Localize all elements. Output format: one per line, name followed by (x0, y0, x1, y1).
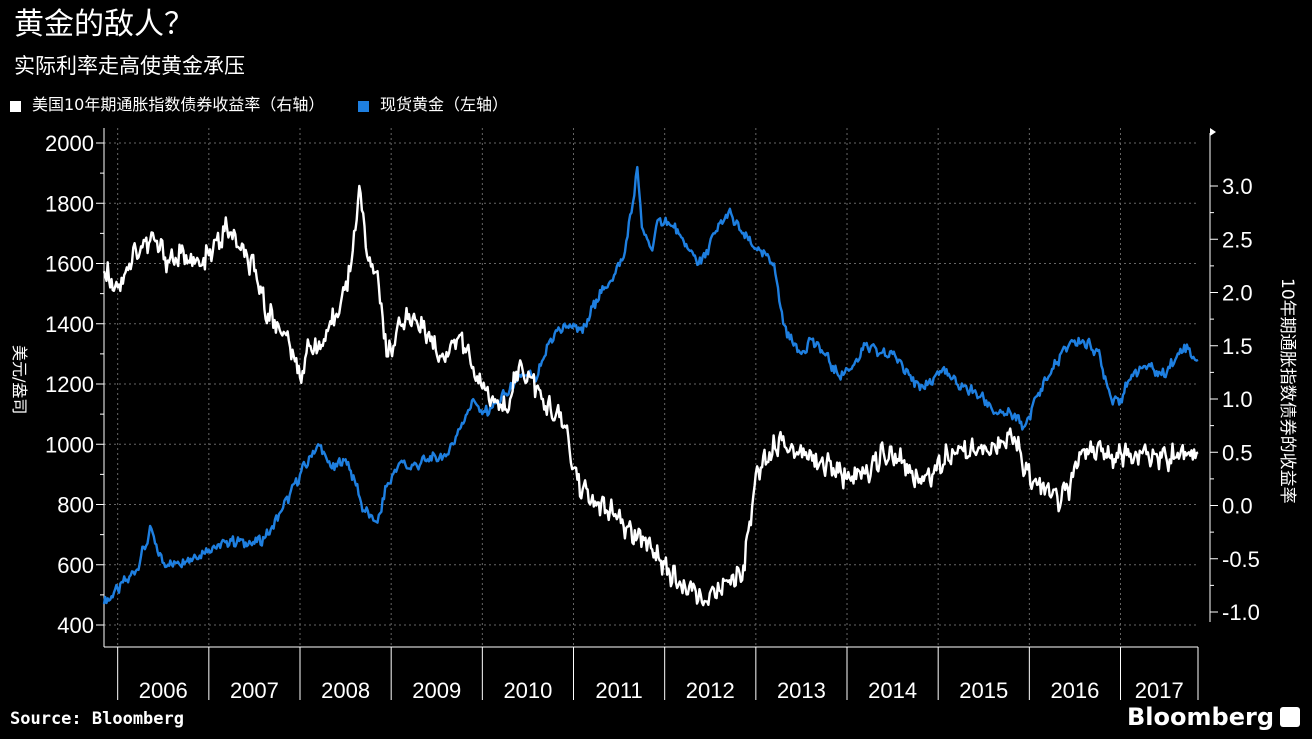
legend-label-tips-yield: 美国10年期通胀指数债券收益率（右轴） (32, 95, 325, 114)
tick-label-x-2010: 2010 (503, 678, 552, 703)
tick-label-left-2000: 2000 (45, 131, 94, 156)
tick-label-x-2008: 2008 (321, 678, 370, 703)
tick-label-x-2007: 2007 (230, 678, 279, 703)
tick-label-left-800: 800 (57, 493, 94, 518)
tick-label-left-1200: 1200 (45, 372, 94, 397)
tick-label-left-1000: 1000 (45, 432, 94, 457)
tick-label-left-1800: 1800 (45, 191, 94, 216)
tick-label-right--1.0: -1.0 (1222, 600, 1260, 625)
legend-swatch-blue (358, 101, 369, 112)
legend-label-gold: 现货黄金（左轴） (380, 95, 509, 114)
chart-title: 黄金的敌人？ (14, 7, 194, 42)
tick-label-x-2011: 2011 (595, 678, 642, 703)
tick-label-right--0.5: -0.5 (1222, 547, 1260, 572)
tick-label-x-2012: 2012 (686, 678, 735, 703)
tick-label-x-2017: 2017 (1135, 678, 1184, 703)
tick-label-x-2009: 2009 (412, 678, 461, 703)
tick-label-right-2.0: 2.0 (1222, 281, 1253, 306)
series-line-tips-yield (102, 184, 1199, 607)
tick-label-right-2.5: 2.5 (1222, 227, 1253, 252)
legend-swatch-white (10, 101, 21, 112)
tick-label-x-2014: 2014 (868, 678, 917, 703)
tick-label-x-2013: 2013 (777, 678, 826, 703)
series-line-gold (102, 165, 1199, 605)
chart-subtitle: 实际利率走高使黄金承压 (14, 54, 245, 78)
tick-label-x-2006: 2006 (139, 678, 188, 703)
tick-label-left-600: 600 (57, 553, 94, 578)
tick-label-right-0.5: 0.5 (1222, 440, 1253, 465)
tick-label-right-1.5: 1.5 (1222, 334, 1253, 359)
tick-label-right-0.0: 0.0 (1222, 494, 1253, 519)
tick-label-x-2016: 2016 (1050, 678, 1099, 703)
tick-label-left-400: 400 (57, 613, 94, 638)
tick-label-left-1400: 1400 (45, 312, 94, 337)
tick-label-right-3.0: 3.0 (1222, 174, 1253, 199)
left-axis-title: 美元/盎司 (10, 345, 29, 414)
bloomberg-terminal-icon (1280, 707, 1300, 727)
brand-logo-text: Bloomberg (1127, 703, 1274, 731)
right-axis-title: 10年期通胀指数债券的收益率 (1277, 278, 1297, 504)
right-axis-arrow (1210, 128, 1216, 136)
tick-label-x-2015: 2015 (959, 678, 1008, 703)
tick-label-right-1.0: 1.0 (1222, 387, 1253, 412)
source-note: Source: Bloomberg (10, 709, 184, 729)
tick-label-left-1600: 1600 (45, 252, 94, 277)
